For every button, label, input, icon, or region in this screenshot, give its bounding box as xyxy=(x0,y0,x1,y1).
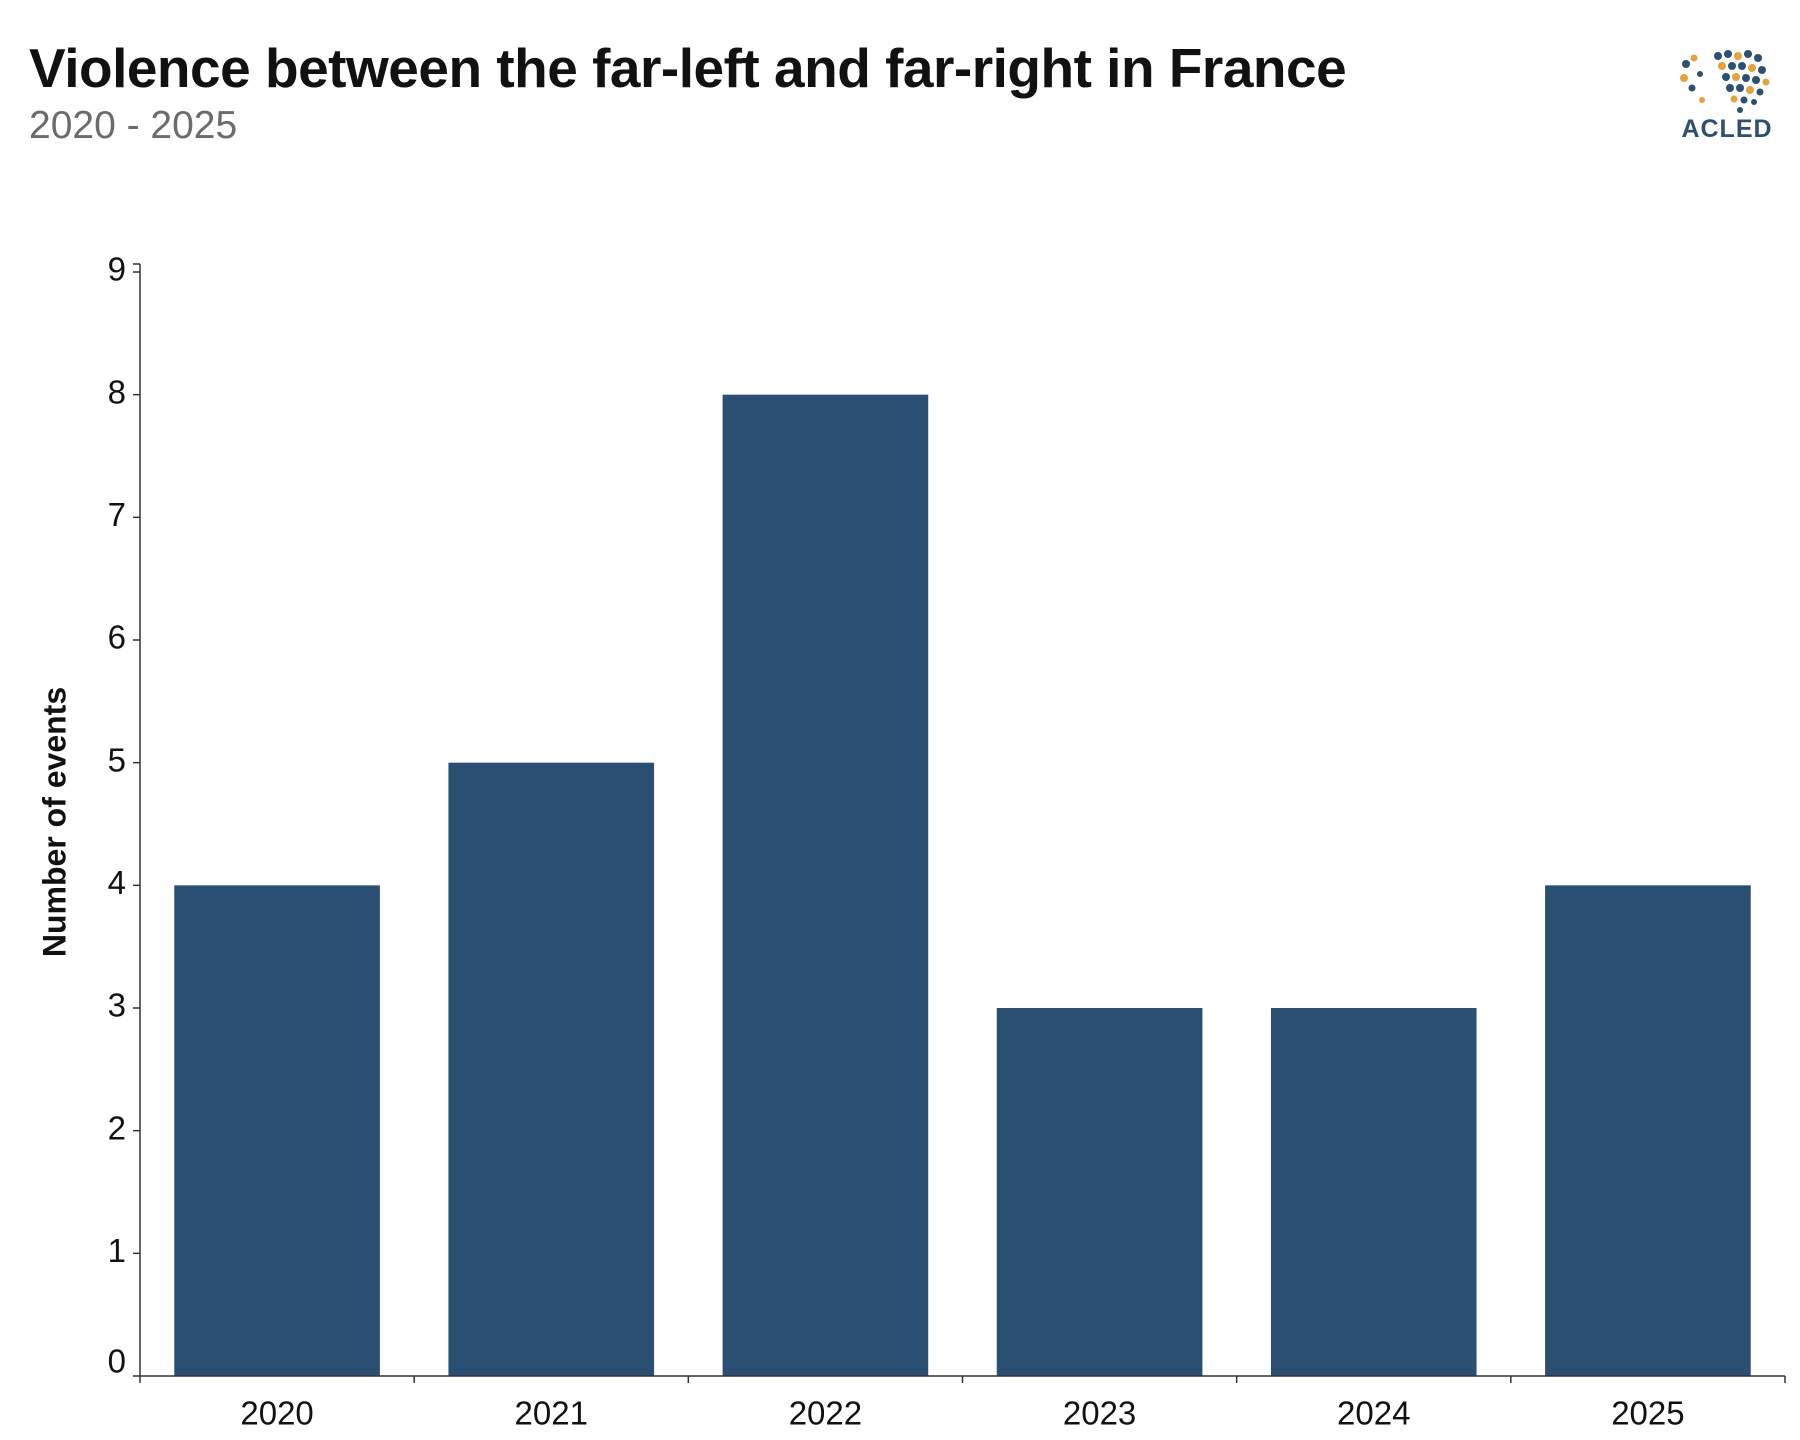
y-tick-label-0: 0 xyxy=(108,1343,126,1380)
y-tick-label-7: 7 xyxy=(108,496,126,533)
y-tick-label-8: 8 xyxy=(108,373,126,410)
bar-2021 xyxy=(448,762,655,1376)
bars-group xyxy=(174,394,1751,1377)
y-tick-label-5: 5 xyxy=(108,741,126,778)
bar-2025 xyxy=(1545,885,1751,1376)
bar-2020 xyxy=(174,885,380,1376)
y-tick-label-2: 2 xyxy=(108,1109,126,1146)
x-tick-label-2021: 2021 xyxy=(515,1395,588,1432)
bar-2022 xyxy=(722,394,929,1377)
acled-logo-text: ACLED xyxy=(1681,115,1773,143)
y-tick-label-4: 4 xyxy=(108,864,126,901)
chart-subtitle: 2020 - 2025 xyxy=(29,104,238,147)
y-axis-title: Number of events xyxy=(36,687,72,957)
x-tick-label-2022: 2022 xyxy=(789,1395,862,1432)
globe-dots-icon xyxy=(1680,50,1770,113)
bar-2024 xyxy=(1270,1008,1477,1376)
y-tick-label-6: 6 xyxy=(108,619,126,656)
x-tick-label-2020: 2020 xyxy=(240,1395,313,1432)
axes-group: 0 1 2 3 4 5 6 7 8 9 2020 2021 2022 2023 2024 2025 xyxy=(108,251,1786,1432)
y-tick-label-1: 1 xyxy=(108,1232,126,1269)
y-tick-label-9: 9 xyxy=(108,251,126,288)
x-tick-label-2024: 2024 xyxy=(1337,1395,1410,1432)
acled-logo-icon xyxy=(1680,50,1770,113)
bar-2023 xyxy=(996,1008,1203,1376)
x-tick-label-2023: 2023 xyxy=(1063,1395,1136,1432)
x-tick-label-2025: 2025 xyxy=(1611,1395,1684,1432)
y-tick-label-3: 3 xyxy=(108,987,126,1024)
chart-title: Violence between the far-left and far-ri… xyxy=(29,37,1347,99)
